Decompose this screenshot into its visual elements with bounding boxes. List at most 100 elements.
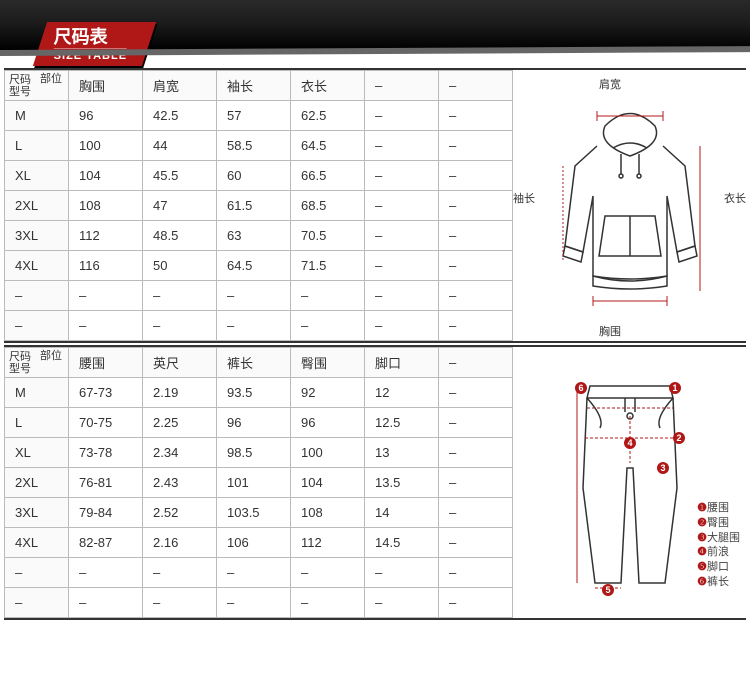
value-cell: 61.5 [217, 191, 291, 221]
value-cell: – [217, 558, 291, 588]
value-cell: – [439, 378, 513, 408]
value-cell: 73-78 [69, 438, 143, 468]
hoodie-diagram: 肩宽 袖长 衣长 胸围 [513, 70, 746, 341]
size-label: – [5, 311, 69, 341]
value-cell: – [365, 191, 439, 221]
value-cell: – [69, 588, 143, 618]
size-label: – [5, 558, 69, 588]
value-cell: – [365, 161, 439, 191]
size-label: – [5, 588, 69, 618]
value-cell: 13.5 [365, 468, 439, 498]
value-cell: – [365, 101, 439, 131]
col-waist: 腰围 [69, 348, 143, 378]
value-cell: 104 [69, 161, 143, 191]
value-cell: 76-81 [69, 468, 143, 498]
value-cell: – [217, 588, 291, 618]
value-cell: – [439, 498, 513, 528]
svg-text:1: 1 [672, 383, 677, 393]
value-cell: 12 [365, 378, 439, 408]
value-cell: 42.5 [143, 101, 217, 131]
value-cell: – [69, 311, 143, 341]
value-cell: 70-75 [69, 408, 143, 438]
value-cell: 2.43 [143, 468, 217, 498]
corner-cell: 部位 尺码型号 [5, 348, 69, 378]
svg-text:5: 5 [605, 585, 610, 595]
value-cell: 62.5 [291, 101, 365, 131]
value-cell: – [439, 408, 513, 438]
value-cell: 14 [365, 498, 439, 528]
col-hem: 脚口 [365, 348, 439, 378]
value-cell: 68.5 [291, 191, 365, 221]
value-cell: 108 [69, 191, 143, 221]
value-cell: 67-73 [69, 378, 143, 408]
value-cell: 106 [217, 528, 291, 558]
size-label: 2XL [5, 468, 69, 498]
top-block: 部位 尺码型号 胸围 肩宽 袖长 衣长 – – M9642.55762.5––L… [4, 68, 746, 343]
value-cell: – [439, 468, 513, 498]
value-cell: 96 [69, 101, 143, 131]
hoodie-icon [535, 96, 725, 316]
size-label: 4XL [5, 251, 69, 281]
value-cell: – [439, 588, 513, 618]
bottom-size-table: 部位 尺码型号 腰围 英尺 裤长 臀围 脚口 – M67-732.1993.59… [4, 347, 513, 618]
pants-diagram: 1 2 3 4 5 6 ❶腰围 ❷臀围 ❸大腿围 ❹前浪 ❺脚口 ❻裤长 [513, 347, 746, 618]
pants-icon: 1 2 3 4 5 6 [545, 368, 715, 598]
label-length: 衣长 [724, 190, 746, 206]
value-cell: – [69, 558, 143, 588]
label-sleeve: 袖长 [513, 190, 535, 206]
col-blank: – [439, 348, 513, 378]
value-cell: – [291, 558, 365, 588]
title-cn: 尺码表 [54, 28, 127, 46]
value-cell: – [365, 558, 439, 588]
value-cell: 12.5 [365, 408, 439, 438]
col-blank: – [439, 71, 513, 101]
value-cell: 14.5 [365, 528, 439, 558]
value-cell: 96 [217, 408, 291, 438]
value-cell: 104 [291, 468, 365, 498]
value-cell: – [143, 588, 217, 618]
value-cell: – [365, 311, 439, 341]
value-cell: 93.5 [217, 378, 291, 408]
value-cell: 2.52 [143, 498, 217, 528]
value-cell: 79-84 [69, 498, 143, 528]
col-shoulder: 肩宽 [143, 71, 217, 101]
value-cell: 96 [291, 408, 365, 438]
header-banner: 尺码表 SIZE TABLE [0, 0, 750, 50]
label-chest: 胸围 [599, 323, 621, 339]
value-cell: – [69, 281, 143, 311]
pants-legend: ❶腰围 ❷臀围 ❸大腿围 ❹前浪 ❺脚口 ❻裤长 [697, 501, 740, 590]
value-cell: – [217, 281, 291, 311]
size-label: XL [5, 438, 69, 468]
value-cell: 2.25 [143, 408, 217, 438]
top-size-table: 部位 尺码型号 胸围 肩宽 袖长 衣长 – – M9642.55762.5––L… [4, 70, 513, 341]
value-cell: – [291, 588, 365, 618]
value-cell: – [439, 558, 513, 588]
value-cell: – [365, 221, 439, 251]
value-cell: – [439, 281, 513, 311]
value-cell: 47 [143, 191, 217, 221]
value-cell: 45.5 [143, 161, 217, 191]
value-cell: – [365, 281, 439, 311]
value-cell: 44 [143, 131, 217, 161]
value-cell: 108 [291, 498, 365, 528]
value-cell: – [439, 251, 513, 281]
size-label: M [5, 378, 69, 408]
value-cell: 103.5 [217, 498, 291, 528]
col-plen: 裤长 [217, 348, 291, 378]
corner-cell: 部位 尺码型号 [5, 71, 69, 101]
value-cell: 71.5 [291, 251, 365, 281]
svg-text:2: 2 [676, 433, 681, 443]
value-cell: – [217, 311, 291, 341]
value-cell: – [291, 311, 365, 341]
value-cell: 112 [69, 221, 143, 251]
value-cell: – [439, 191, 513, 221]
value-cell: 60 [217, 161, 291, 191]
value-cell: 63 [217, 221, 291, 251]
value-cell: 58.5 [217, 131, 291, 161]
value-cell: – [439, 101, 513, 131]
col-blank: – [365, 71, 439, 101]
value-cell: – [439, 528, 513, 558]
size-label: L [5, 131, 69, 161]
bottom-block: 部位 尺码型号 腰围 英尺 裤长 臀围 脚口 – M67-732.1993.59… [4, 345, 746, 620]
value-cell: 70.5 [291, 221, 365, 251]
